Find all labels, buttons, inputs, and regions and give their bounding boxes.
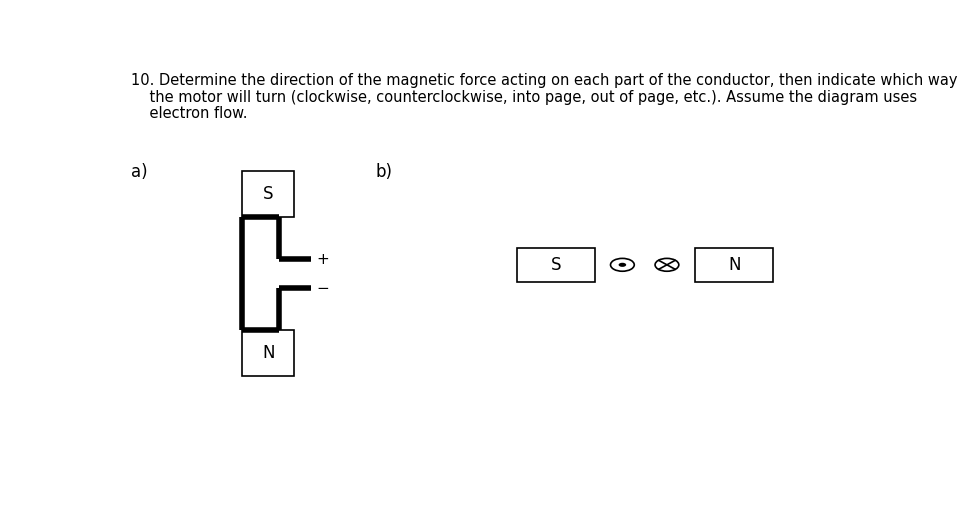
Text: a): a) bbox=[131, 163, 148, 181]
Bar bbox=[517, 247, 595, 282]
Text: electron flow.: electron flow. bbox=[131, 106, 247, 122]
Text: S: S bbox=[263, 185, 273, 203]
Text: 10. Determine the direction of the magnetic force acting on each part of the con: 10. Determine the direction of the magne… bbox=[131, 73, 957, 88]
Text: +: + bbox=[316, 252, 330, 267]
Text: S: S bbox=[551, 256, 561, 274]
Text: the motor will turn (clockwise, counterclockwise, into page, out of page, etc.).: the motor will turn (clockwise, counterc… bbox=[131, 90, 917, 104]
Text: N: N bbox=[728, 256, 741, 274]
Text: N: N bbox=[262, 344, 275, 362]
Bar bbox=[242, 171, 294, 217]
Text: b): b) bbox=[376, 163, 393, 181]
Bar bbox=[696, 247, 773, 282]
Circle shape bbox=[619, 263, 627, 267]
Bar bbox=[242, 330, 294, 376]
Text: −: − bbox=[316, 281, 330, 296]
